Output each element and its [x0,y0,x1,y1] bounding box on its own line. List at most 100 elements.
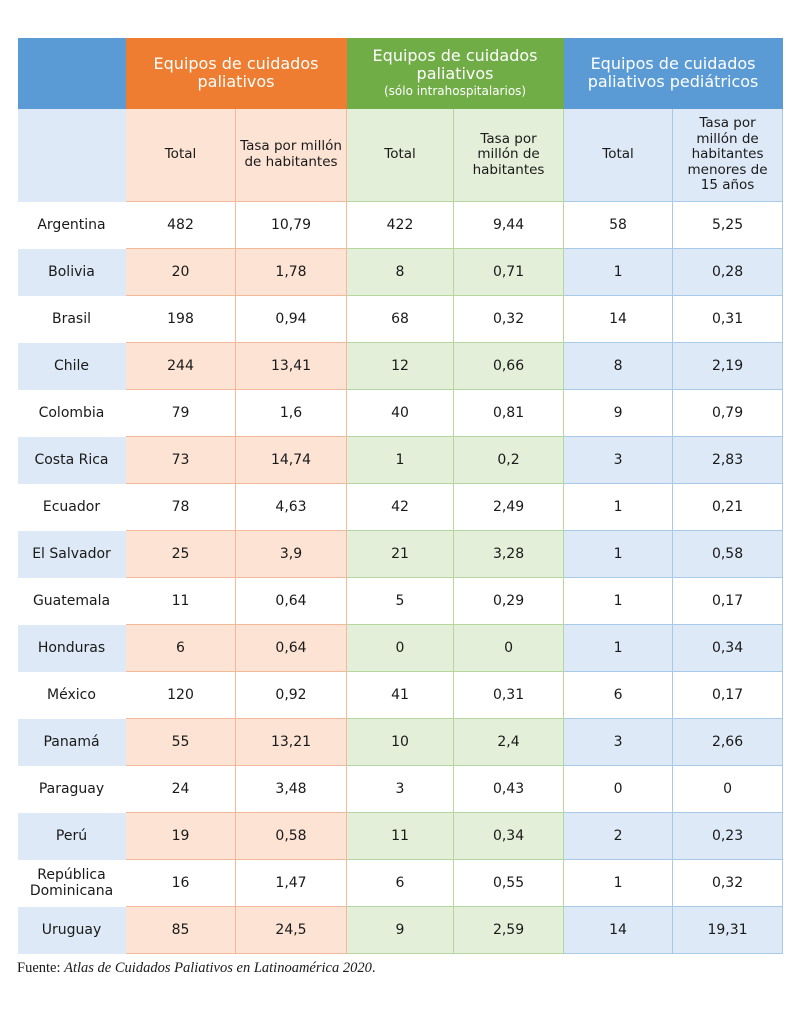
value-cell-pediatric-rate: 5,25 [672,201,784,249]
table-row: El Salvador 25 3,9 21 3,28 1 0,58 [17,530,784,578]
palliative-care-teams-table: Equipos de cuidados paliativos Equipos d… [17,37,784,954]
value-cell-all-rate: 0,58 [234,812,348,860]
sub-header-rate: Tasa por millón de habitantes [234,108,348,202]
value-cell-all-rate: 0,64 [234,624,348,672]
group-header-hospital-teams: Equipos de cuidados paliativos (sólo int… [346,37,564,109]
sub-header-corner-cell [17,108,126,202]
value-cell-pediatric-rate: 0,17 [672,671,784,719]
table-row: Argentina 482 10,79 422 9,44 58 5,25 [17,201,784,249]
table-row: Perú 19 0,58 11 0,34 2 0,23 [17,812,784,860]
source-prefix: Fuente: [17,960,65,976]
value-cell-all-rate: 13,21 [234,718,348,766]
value-cell-hospital-total: 6 [346,859,455,907]
table-row: Bolivia 20 1,78 8 0,71 1 0,28 [17,248,784,296]
value-cell-all-total: 244 [125,342,236,390]
value-cell-all-total: 482 [125,201,236,249]
value-cell-pediatric-total: 6 [563,671,674,719]
value-cell-all-total: 198 [125,295,236,343]
value-cell-hospital-rate: 0,2 [453,436,565,484]
group-title: Equipos de cuidados paliativos [372,45,538,84]
value-cell-all-rate: 1,47 [234,859,348,907]
value-cell-all-rate: 10,79 [234,201,348,249]
value-cell-pediatric-rate: 2,66 [672,718,784,766]
table-row: Ecuador 78 4,63 42 2,49 1 0,21 [17,483,784,531]
value-cell-all-rate: 24,5 [234,906,348,954]
value-cell-hospital-rate: 3,28 [453,530,565,578]
source-suffix: . [371,960,376,976]
value-cell-hospital-total: 3 [346,765,455,813]
value-cell-pediatric-total: 1 [563,530,674,578]
table-row: Colombia 79 1,6 40 0,81 9 0,79 [17,389,784,437]
country-cell: Chile [17,342,126,390]
country-cell: Perú [17,812,126,860]
value-cell-pediatric-total: 3 [563,436,674,484]
value-cell-pediatric-rate: 0,31 [672,295,784,343]
value-cell-pediatric-rate: 0,17 [672,577,784,625]
table-row: Guatemala 11 0,64 5 0,29 1 0,17 [17,577,784,625]
value-cell-all-rate: 14,74 [234,436,348,484]
country-cell: Panamá [17,718,126,766]
country-cell: Ecuador [17,483,126,531]
value-cell-hospital-rate: 0,32 [453,295,565,343]
value-cell-all-rate: 1,6 [234,389,348,437]
table-row: Uruguay 85 24,5 9 2,59 14 19,31 [17,906,784,954]
value-cell-hospital-rate: 0 [453,624,565,672]
value-cell-pediatric-rate: 0,21 [672,483,784,531]
value-cell-all-rate: 13,41 [234,342,348,390]
value-cell-all-total: 25 [125,530,236,578]
country-cell: Uruguay [17,906,126,954]
table-row: Costa Rica 73 14,74 1 0,2 3 2,83 [17,436,784,484]
value-cell-hospital-total: 5 [346,577,455,625]
value-cell-pediatric-rate: 2,83 [672,436,784,484]
sub-header-total: Total [563,108,674,202]
table-row: Honduras 6 0,64 0 0 1 0,34 [17,624,784,672]
value-cell-pediatric-rate: 0,23 [672,812,784,860]
value-cell-hospital-total: 0 [346,624,455,672]
value-cell-pediatric-total: 14 [563,295,674,343]
value-cell-all-rate: 3,48 [234,765,348,813]
country-cell: Brasil [17,295,126,343]
value-cell-hospital-total: 21 [346,530,455,578]
value-cell-hospital-total: 68 [346,295,455,343]
table-row: México 120 0,92 41 0,31 6 0,17 [17,671,784,719]
value-cell-hospital-rate: 2,4 [453,718,565,766]
value-cell-all-total: 78 [125,483,236,531]
value-cell-all-rate: 0,92 [234,671,348,719]
sub-header-total: Total [346,108,455,202]
value-cell-pediatric-rate: 0,79 [672,389,784,437]
sub-header-total: Total [125,108,236,202]
value-cell-all-rate: 0,64 [234,577,348,625]
value-cell-hospital-rate: 0,31 [453,671,565,719]
value-cell-hospital-rate: 0,34 [453,812,565,860]
table-row: Chile 244 13,41 12 0,66 8 2,19 [17,342,784,390]
source-note: Fuente: Atlas de Cuidados Paliativos en … [17,960,375,977]
group-title: Equipos de cuidados paliativos pediátric… [587,53,759,91]
value-cell-hospital-rate: 2,49 [453,483,565,531]
header-corner-cell [17,37,126,109]
country-cell: México [17,671,126,719]
group-header-row: Equipos de cuidados paliativos Equipos d… [17,37,783,109]
value-cell-pediatric-total: 1 [563,859,674,907]
value-cell-all-rate: 4,63 [234,483,348,531]
group-header-pediatric-teams: Equipos de cuidados paliativos pediátric… [563,37,783,109]
table-row: Panamá 55 13,21 10 2,4 3 2,66 [17,718,784,766]
value-cell-all-total: 85 [125,906,236,954]
table-row: Brasil 198 0,94 68 0,32 14 0,31 [17,295,784,343]
table-row: República Dominicana 16 1,47 6 0,55 1 0,32 [17,859,784,907]
group-subtitle: (sólo intrahospitalarios) [383,84,527,99]
value-cell-hospital-rate: 0,66 [453,342,565,390]
value-cell-pediatric-rate: 2,19 [672,342,784,390]
country-cell: El Salvador [17,530,126,578]
value-cell-pediatric-rate: 0,28 [672,248,784,296]
country-cell: Honduras [17,624,126,672]
value-cell-all-total: 16 [125,859,236,907]
value-cell-all-rate: 0,94 [234,295,348,343]
group-header-all-teams: Equipos de cuidados paliativos [125,37,347,109]
value-cell-pediatric-total: 8 [563,342,674,390]
country-cell: Bolivia [17,248,126,296]
value-cell-pediatric-total: 1 [563,248,674,296]
value-cell-all-total: 19 [125,812,236,860]
value-cell-hospital-total: 1 [346,436,455,484]
value-cell-hospital-total: 40 [346,389,455,437]
value-cell-hospital-rate: 0,81 [453,389,565,437]
